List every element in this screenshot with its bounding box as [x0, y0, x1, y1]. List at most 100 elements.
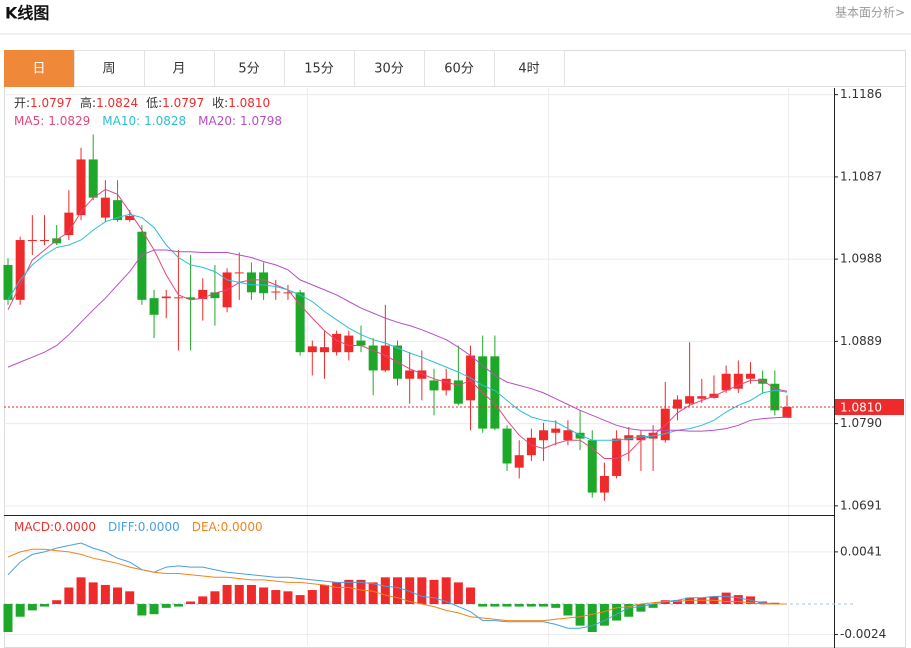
macd-bar [429, 579, 439, 605]
ma-legend-value: 1.0798 [240, 114, 282, 128]
macd-bar [539, 604, 549, 607]
macd-bar [295, 595, 305, 605]
macd-bar [222, 584, 232, 605]
candle-body [770, 383, 780, 411]
candle-body [173, 297, 183, 299]
macd-bar [478, 604, 488, 607]
tab-label[interactable]: 60分 [444, 62, 474, 77]
candle-body [685, 396, 695, 404]
tab-label[interactable]: 周 [102, 62, 115, 77]
tab-label[interactable]: 5分 [238, 62, 259, 77]
y-tick-label: 0.0041 [840, 544, 882, 558]
ma-line [7, 249, 788, 432]
candle-body [356, 340, 366, 346]
candle-body [3, 264, 13, 300]
macd-bar [283, 591, 293, 605]
last-price-tag [835, 399, 904, 416]
candle-body [733, 373, 743, 389]
macd-bar [733, 595, 743, 605]
macd-legend-value: 0.0000 [54, 520, 96, 534]
candle-body [307, 346, 317, 353]
candle-body [283, 292, 293, 294]
candle-body [612, 438, 622, 476]
y-tick-label: 1.0790 [840, 416, 882, 430]
macd-bar [344, 579, 354, 605]
macd-bar [137, 604, 147, 616]
candle-body [100, 197, 110, 218]
macd-bar [88, 582, 98, 605]
macd-bar [368, 582, 378, 605]
tab[interactable] [494, 50, 565, 87]
candle-body [137, 231, 147, 300]
macd-bar [149, 604, 159, 615]
candle-body [697, 396, 707, 399]
macd-bar [660, 600, 670, 605]
macd-bar [198, 596, 208, 605]
macd-bar [563, 604, 573, 616]
macd-line [7, 548, 787, 622]
macd-legend-name: MACD: [14, 520, 54, 534]
macd-legend-name: DEA: [192, 520, 221, 534]
candle-body [64, 212, 74, 236]
macd-bar [259, 587, 269, 605]
candle-body [502, 428, 512, 464]
candle-body [27, 240, 37, 242]
v-grid [307, 88, 789, 646]
candle-body [76, 159, 86, 216]
tab-label[interactable]: 日 [32, 62, 45, 77]
tab[interactable] [144, 50, 215, 87]
candle-body [246, 272, 256, 293]
macd-bar [332, 582, 342, 605]
y-tick-label: 1.0889 [840, 334, 882, 348]
macd-bar [100, 584, 110, 605]
ohlc-value: 1.0824 [96, 96, 138, 110]
candle-body [380, 345, 390, 371]
tab[interactable] [74, 50, 145, 87]
candle-body [453, 380, 463, 404]
candle-body [490, 356, 500, 429]
macd-bar [502, 604, 512, 607]
tab[interactable] [284, 50, 355, 87]
tab-label[interactable]: 30分 [374, 62, 404, 77]
candle-body [539, 430, 549, 441]
macd-bar [161, 604, 171, 608]
candle-body [113, 200, 123, 221]
macd-legend: MACD:0.0000 DIFF:0.0000 DEA:0.0000 [14, 520, 263, 534]
candle-body [526, 437, 536, 456]
candle-body [149, 298, 159, 315]
macd-bar [125, 591, 135, 605]
macd-bar [234, 584, 244, 605]
tab-label[interactable]: 月 [172, 62, 185, 77]
ohlc-value: 1.0810 [228, 96, 270, 110]
candle-body [551, 428, 561, 433]
candle-body [271, 291, 281, 293]
tab-label[interactable]: 4时 [518, 62, 539, 77]
ma-line [7, 213, 788, 441]
candle-body [782, 407, 792, 418]
page-title: K线图 [5, 4, 49, 23]
analysis-link[interactable]: 基本面分析> [835, 6, 905, 20]
tab[interactable] [354, 50, 425, 87]
candle-body [186, 297, 196, 300]
candle-body [295, 292, 305, 353]
candle-body [745, 373, 755, 379]
y-tick-label: 1.0691 [840, 498, 882, 512]
candle-body [210, 292, 220, 299]
candle-body [405, 370, 415, 379]
macd-bar [685, 597, 695, 605]
candle-body [125, 215, 135, 221]
candle-body [259, 272, 269, 294]
ma-legend-value: 1.0828 [144, 114, 186, 128]
macd-bar [173, 604, 183, 607]
macd-bar [380, 577, 390, 605]
macd-bar [246, 584, 256, 605]
tab-label[interactable]: 15分 [304, 62, 334, 77]
tab[interactable] [214, 50, 285, 87]
candle-body [563, 430, 573, 441]
macd-bar [636, 604, 646, 612]
macd-bar [52, 600, 62, 605]
tab[interactable] [4, 50, 75, 87]
candle-body [660, 408, 670, 441]
y-tick-label: -0.0024 [840, 627, 886, 641]
ohlc-legend: 开:1.0797 高:1.0824 低:1.0797 收:1.0810 [14, 95, 270, 110]
